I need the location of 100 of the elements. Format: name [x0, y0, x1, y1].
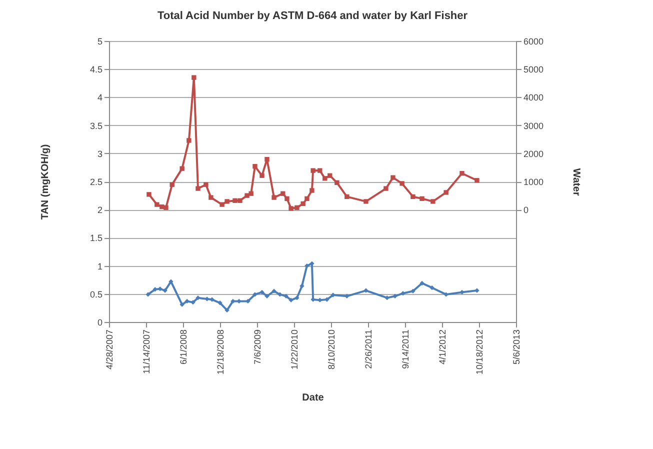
- point: [260, 173, 264, 178]
- point: [248, 191, 254, 196]
- y-tick-label: 2: [97, 205, 102, 216]
- point: [280, 191, 286, 196]
- y2-tick-label: 2000: [524, 148, 544, 159]
- point: [170, 182, 174, 187]
- point: [384, 295, 390, 300]
- y2-tick-label: 5000: [524, 64, 544, 75]
- point: [192, 75, 196, 80]
- point: [218, 300, 222, 306]
- x-tick-label: 4/28/2007: [104, 330, 114, 370]
- point: [310, 188, 314, 193]
- point: [420, 280, 424, 286]
- x-tick-label: 7/6/2009: [252, 330, 262, 365]
- chart-title: Total Acid Number by ASTM D-664 and water by Karl Fisher: [157, 10, 468, 22]
- point: [272, 288, 276, 294]
- point: [392, 294, 398, 298]
- y-tick-label: 2.5: [90, 177, 102, 187]
- point: [300, 201, 306, 206]
- point: [252, 164, 258, 169]
- x-tick-label: 10/18/2012: [474, 330, 484, 375]
- x-tick-label: 8/10/2010: [326, 330, 336, 370]
- point: [210, 297, 214, 302]
- y-tick-label: 1.5: [90, 233, 102, 244]
- point: [400, 181, 404, 186]
- y-tick-label: 0.5: [90, 289, 102, 300]
- point: [146, 292, 150, 297]
- point: [252, 292, 258, 297]
- point: [238, 198, 242, 203]
- point: [264, 294, 270, 298]
- point: [260, 290, 264, 295]
- y2-tick-label: 0: [524, 205, 529, 216]
- point: [304, 196, 310, 201]
- point: [278, 292, 282, 297]
- point: [330, 292, 336, 298]
- point: [288, 298, 294, 302]
- point: [474, 178, 480, 183]
- point: [184, 298, 190, 304]
- y-tick-label: 3: [97, 148, 102, 159]
- point: [318, 168, 322, 173]
- point: [322, 176, 328, 181]
- point: [224, 199, 230, 204]
- x-tick-label: 9/14/2011: [400, 330, 410, 369]
- point: [288, 206, 294, 211]
- point: [324, 297, 330, 302]
- point: [390, 175, 396, 180]
- point: [224, 308, 230, 313]
- point: [460, 171, 464, 176]
- point: [364, 199, 368, 204]
- x-tick-label: 6/1/2008: [178, 330, 188, 365]
- point: [190, 300, 196, 305]
- point: [196, 186, 200, 191]
- point: [364, 288, 368, 293]
- x-tick-label: 5/6/2013: [512, 330, 522, 365]
- point: [328, 173, 332, 178]
- y-tick-label: 4.5: [90, 64, 102, 75]
- point: [430, 199, 436, 204]
- x-tick-label: 12/18/2008: [216, 330, 226, 375]
- point: [152, 287, 158, 292]
- point: [180, 302, 184, 307]
- point: [384, 186, 388, 191]
- y2-tick-label: 1000: [524, 177, 544, 187]
- y2-tick-label: 3000: [524, 120, 544, 131]
- point: [146, 192, 152, 197]
- x-tick-label: 4/1/2012: [438, 330, 448, 365]
- y-tick-label: 3.5: [90, 120, 102, 131]
- point: [420, 196, 424, 201]
- y-tick-label: 5: [97, 36, 102, 46]
- point: [244, 193, 250, 198]
- x-tick-label: 1/22/2010: [290, 330, 300, 370]
- point: [204, 182, 208, 187]
- x-tick-label: 11/14/2007: [142, 330, 152, 374]
- point: [204, 296, 210, 302]
- point: [272, 195, 276, 200]
- point: [232, 198, 238, 203]
- point: [154, 202, 160, 207]
- point: [294, 295, 300, 300]
- point: [444, 292, 448, 297]
- point: [162, 288, 168, 293]
- y2-tick-label: 6000: [524, 36, 544, 46]
- point: [186, 138, 192, 143]
- point: [180, 166, 184, 171]
- y2-tick-label: 4000: [524, 92, 544, 103]
- point: [344, 194, 350, 200]
- point: [294, 205, 300, 210]
- point: [474, 288, 480, 293]
- point: [264, 156, 270, 162]
- point: [284, 294, 288, 298]
- point: [220, 202, 224, 207]
- point: [310, 168, 316, 173]
- point: [444, 190, 448, 195]
- point: [196, 295, 200, 300]
- point: [334, 180, 340, 185]
- point: [300, 284, 304, 288]
- x-axis-title: Date: [302, 392, 324, 404]
- x-tick-label: 2/26/2011: [364, 330, 374, 369]
- y-tick-label: 1: [97, 261, 102, 272]
- point: [208, 195, 214, 200]
- y-tick-label: 0: [97, 318, 102, 328]
- point: [284, 196, 290, 201]
